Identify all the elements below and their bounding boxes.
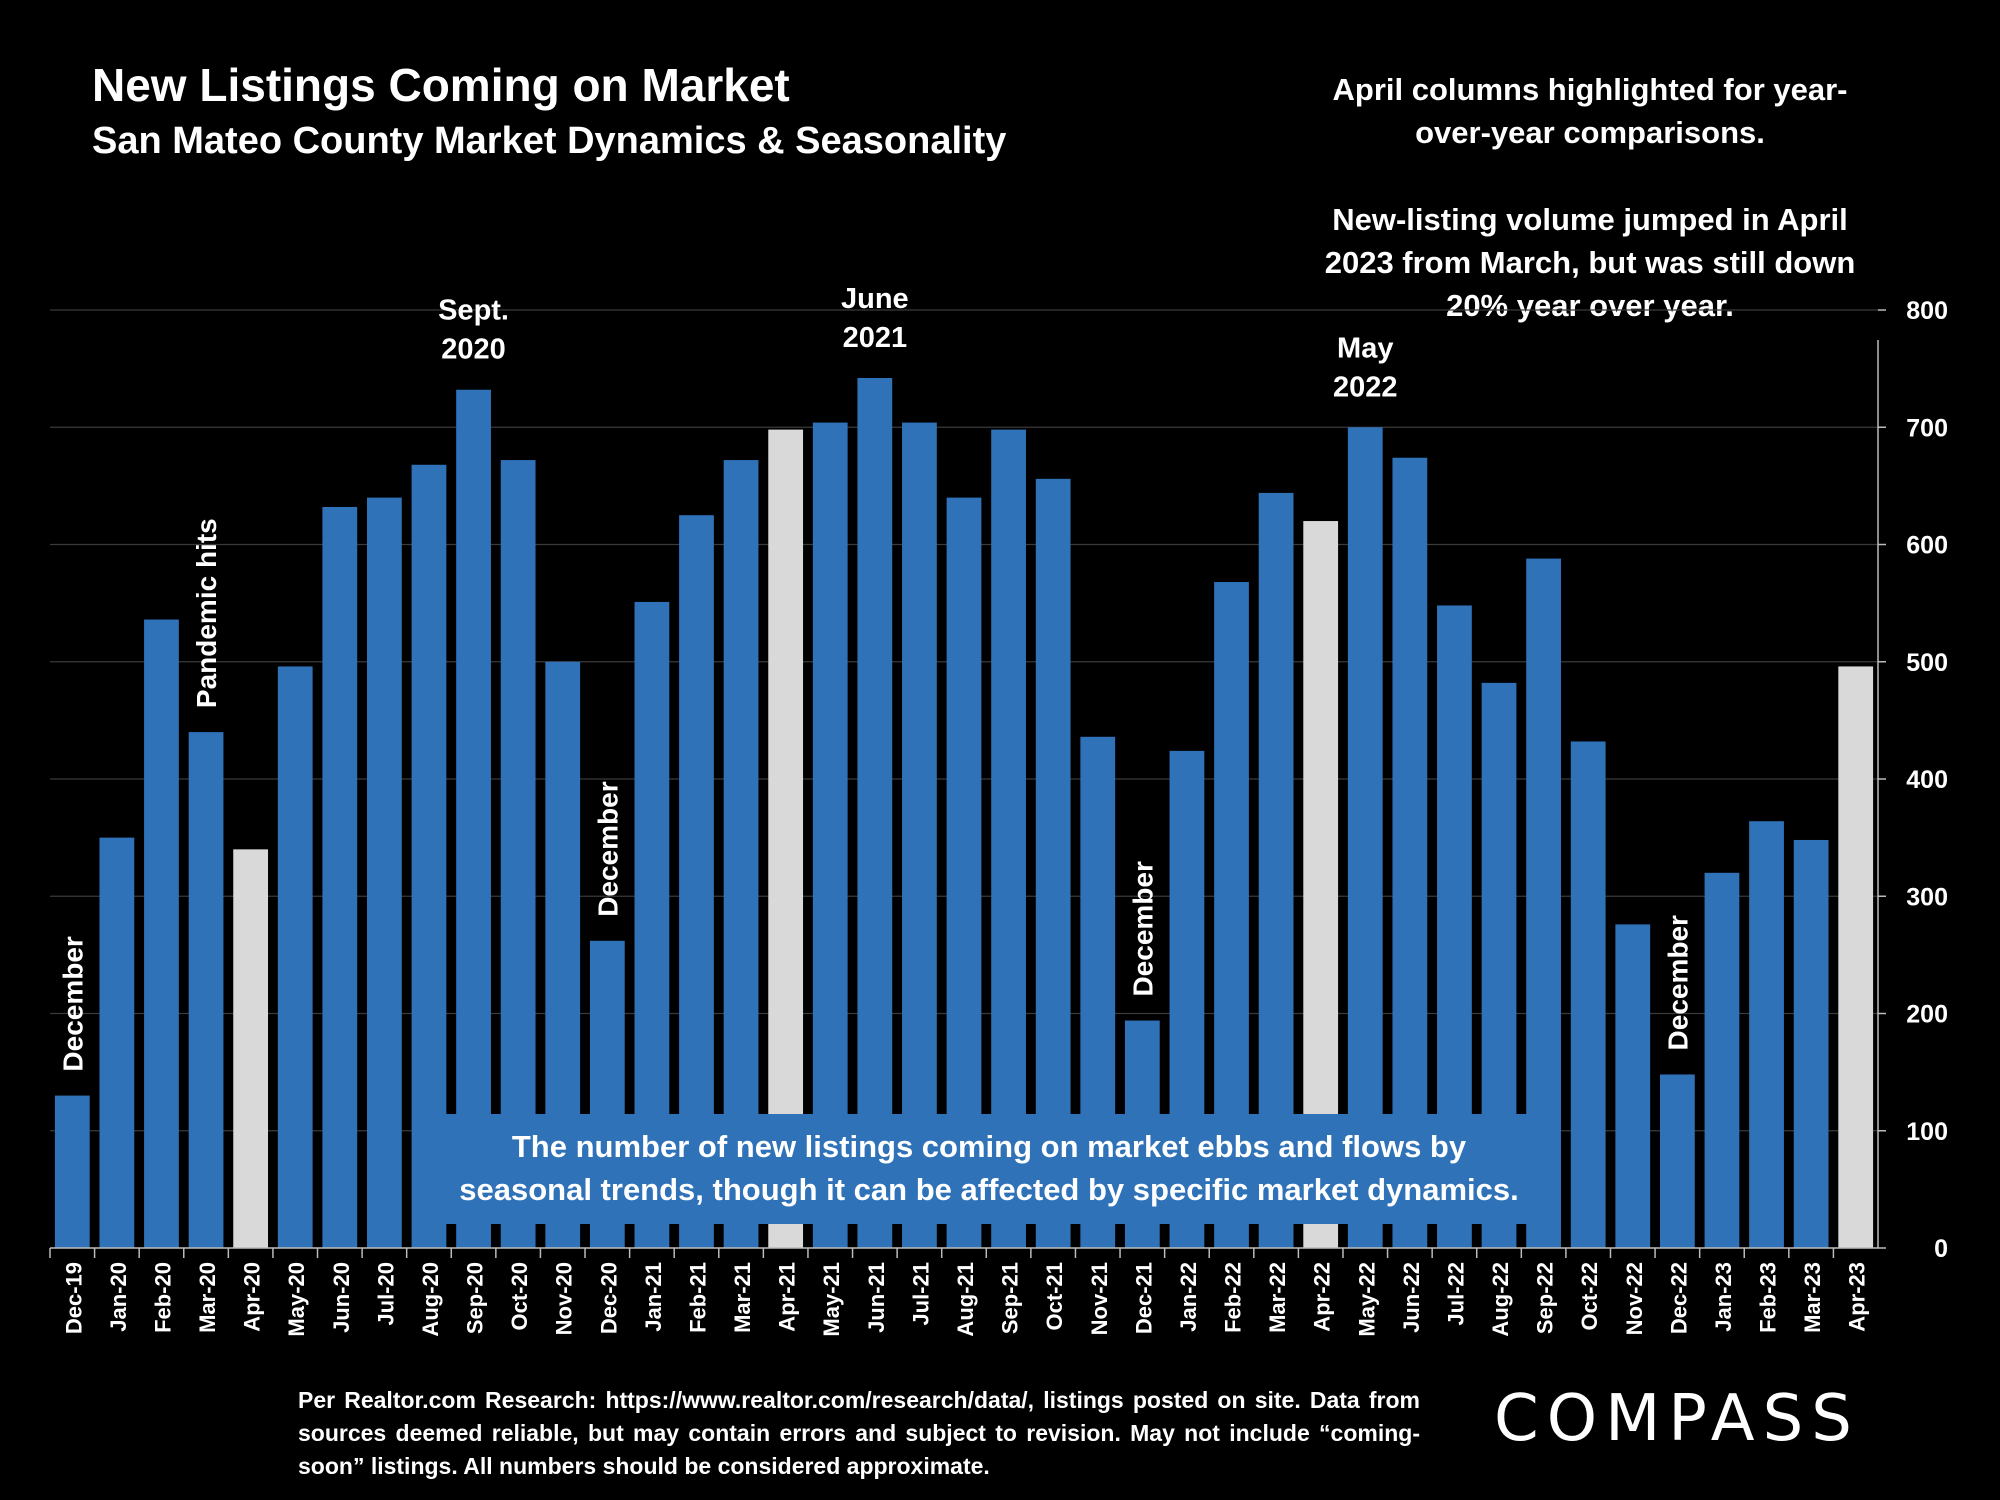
x-tick-label: Apr-21 — [775, 1262, 800, 1332]
x-tick-label: Sep-20 — [463, 1262, 488, 1334]
annotation-label: December — [57, 936, 88, 1072]
source-footnote: Per Realtor.com Research: https://www.re… — [298, 1387, 1420, 1479]
annotation-label: December — [592, 781, 623, 917]
x-tick-label: Mar-21 — [730, 1262, 755, 1333]
x-tick-label: Jul-21 — [908, 1262, 933, 1326]
x-tick-label: Apr-23 — [1845, 1262, 1870, 1332]
x-tick-label: Jan-23 — [1711, 1262, 1736, 1332]
y-tick-label: 700 — [1906, 414, 1948, 442]
x-tick-label: Nov-20 — [552, 1262, 577, 1335]
bar — [188, 732, 224, 1248]
x-tick-label: Aug-20 — [418, 1262, 443, 1337]
bar — [322, 506, 358, 1249]
annotation-label: Pandemic hits — [191, 518, 222, 708]
bar — [1749, 821, 1784, 1248]
x-tick-label: Jan-22 — [1176, 1262, 1201, 1332]
y-tick-label: 100 — [1906, 1118, 1948, 1146]
bar — [902, 422, 937, 1248]
x-tick-label: Sep-22 — [1533, 1262, 1558, 1334]
x-tick-label: Feb-23 — [1756, 1262, 1781, 1333]
x-tick-label: Jun-22 — [1399, 1262, 1424, 1333]
x-tick-label: Feb-21 — [685, 1262, 710, 1333]
seasonality-callout: The number of new listings coming on mar… — [446, 1114, 1532, 1224]
x-tick-label: Dec-19 — [61, 1262, 86, 1334]
annotation-label: May 2022 — [1333, 332, 1398, 403]
annotation-label: Sept. 2020 — [438, 295, 509, 366]
bar — [144, 619, 179, 1248]
y-tick-label: 600 — [1906, 532, 1948, 560]
y-tick-label: 800 — [1906, 297, 1948, 325]
x-tick-label: Feb-22 — [1221, 1262, 1246, 1333]
bar-highlighted — [233, 849, 269, 1248]
annotation-label: December — [1662, 915, 1693, 1051]
x-tick-label: Jun-21 — [864, 1262, 889, 1333]
x-tick-label: Mar-20 — [195, 1262, 220, 1333]
x-tick-label: Sep-21 — [998, 1262, 1023, 1334]
x-tick-label: Oct-20 — [507, 1262, 532, 1330]
x-tick-label: Jan-20 — [106, 1262, 131, 1332]
y-tick-label: 400 — [1906, 766, 1948, 794]
x-tick-label: May-21 — [819, 1262, 844, 1337]
chart-subtitle: San Mateo County Market Dynamics & Seaso… — [92, 120, 1007, 162]
annotation-label: June 2021 — [841, 283, 909, 354]
x-tick-label: May-22 — [1354, 1262, 1379, 1337]
bar — [99, 837, 135, 1248]
bar — [991, 429, 1026, 1249]
x-tick-label: Jun-20 — [329, 1262, 354, 1333]
compass-logo: COMPASS — [1494, 1382, 1860, 1456]
x-tick-label: Nov-21 — [1087, 1262, 1112, 1335]
bar — [1793, 839, 1829, 1248]
y-tick-label: 300 — [1906, 883, 1948, 911]
x-tick-label: Feb-20 — [150, 1262, 175, 1333]
x-tick-label: Oct-22 — [1577, 1262, 1602, 1330]
bar — [812, 422, 848, 1248]
y-tick-label: 500 — [1906, 649, 1948, 677]
x-tick-label: Jan-21 — [641, 1262, 666, 1332]
bar — [1526, 558, 1561, 1248]
y-tick-label: 200 — [1906, 1001, 1948, 1029]
x-tick-label: Aug-22 — [1488, 1262, 1513, 1337]
chart-title: New Listings Coming on Market — [92, 59, 790, 111]
x-tick-label: Jul-22 — [1443, 1262, 1468, 1326]
bar — [1704, 872, 1740, 1248]
bar — [277, 666, 313, 1248]
annotation-label: December — [1127, 861, 1158, 997]
x-tick-label: Mar-23 — [1800, 1262, 1825, 1333]
bar — [1615, 924, 1651, 1248]
april-highlight-note: April columns highlighted for year-over-… — [1332, 72, 1848, 150]
bar — [456, 389, 491, 1249]
x-tick-label: Nov-22 — [1622, 1262, 1647, 1335]
bar-highlighted — [1838, 666, 1874, 1248]
y-tick-label: 0 — [1934, 1235, 1948, 1263]
x-tick-label: Oct-21 — [1042, 1262, 1067, 1330]
x-tick-label: Jul-20 — [373, 1262, 398, 1326]
yoy-note: New-listing volume jumped in April 2023 … — [1324, 202, 1856, 323]
bar — [1347, 427, 1383, 1248]
bar — [367, 497, 402, 1249]
bar — [857, 378, 893, 1248]
x-tick-label: Dec-20 — [596, 1262, 621, 1334]
bar — [1659, 1074, 1695, 1248]
x-tick-label: Dec-22 — [1666, 1262, 1691, 1334]
bar-highlighted — [768, 429, 804, 1249]
bar — [411, 464, 447, 1248]
x-tick-label: Dec-21 — [1131, 1262, 1156, 1334]
bar — [54, 1095, 90, 1248]
x-tick-label: Apr-20 — [240, 1262, 265, 1332]
x-tick-label: Apr-22 — [1310, 1262, 1335, 1332]
x-tick-label: May-20 — [284, 1262, 309, 1337]
x-tick-label: Mar-22 — [1265, 1262, 1290, 1333]
bar — [1570, 741, 1606, 1248]
x-tick-label: Aug-21 — [953, 1262, 978, 1337]
